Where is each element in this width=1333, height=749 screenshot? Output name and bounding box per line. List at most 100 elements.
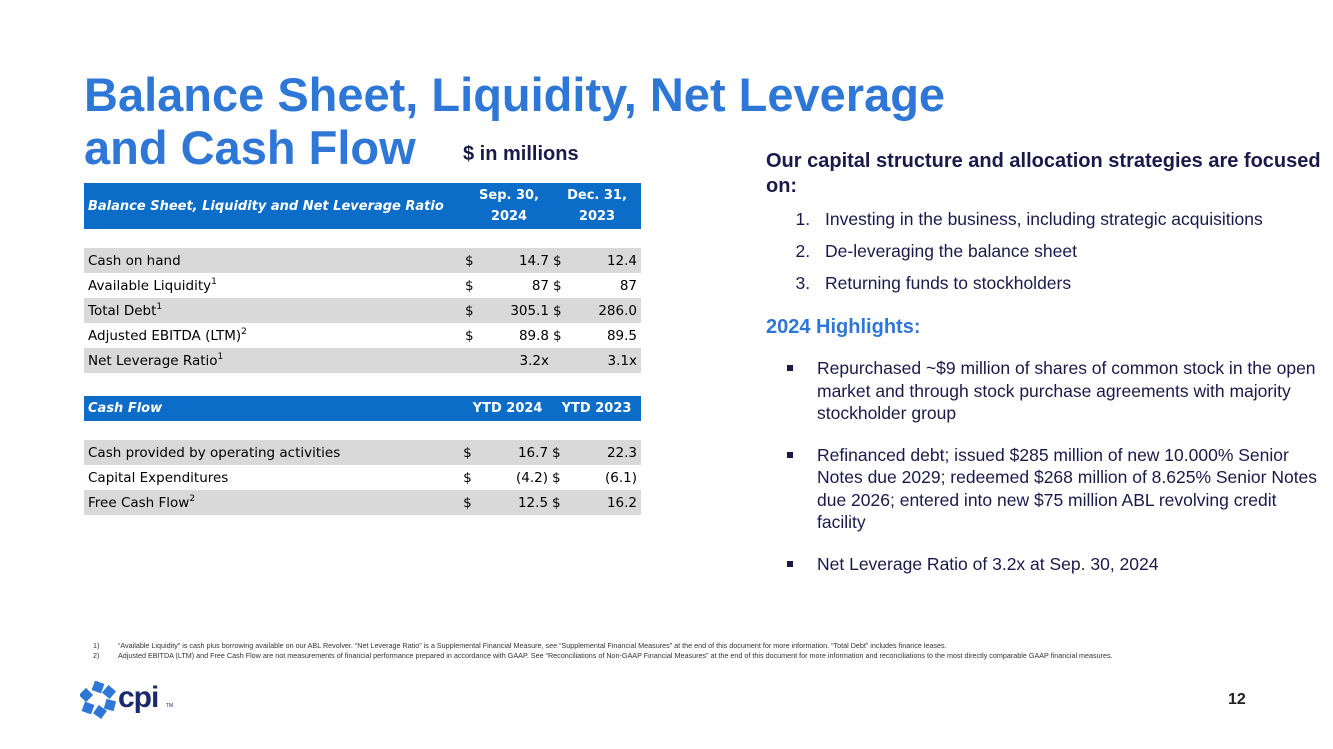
cell-value: 305.1 [481,298,553,323]
row-label-text: Cash provided by operating activities [88,444,341,461]
footnote-number: 2) [93,651,100,660]
strategy-item: Investing in the business, including str… [815,208,1321,230]
table-row: Net Leverage Ratio1 3.2x 3.1x [84,348,641,373]
table-row: Free Cash Flow2 $12.5 $16.2 [84,490,641,515]
row-label-text: Adjusted EBITDA (LTM) [88,327,242,344]
page-number: 12 [1228,691,1246,708]
col-dec-line1: Dec. 31, [567,188,627,203]
balance-sheet-table: Balance Sheet, Liquidity and Net Leverag… [84,183,641,373]
cell-value: 87 [619,277,637,294]
cell-value: 3.1x [553,348,641,373]
balance-table-header: Balance Sheet, Liquidity and Net Leverag… [84,183,641,229]
highlight-item: Refinanced debt; issued $285 million of … [766,444,1321,534]
row-label: Net Leverage Ratio1 [84,348,466,373]
currency-symbol: $ [465,248,482,273]
row-label: Total Debt1 [84,298,466,323]
row-label: Free Cash Flow2 [84,490,464,515]
footnote-2: 2) Adjusted EBITDA (LTM) and Free Cash Fl… [93,651,1113,661]
cell-value: 87 [531,277,549,294]
cpi-logo: cpi TM [78,680,180,721]
strategy-list: Investing in the business, including str… [766,208,1321,294]
footnote-text: “Available Liquidity” is cash plus borro… [118,641,947,650]
currency-symbol: $ [552,490,569,515]
table-row: Total Debt1 $305.1 $286.0 [84,298,641,323]
row-label-text: Total Debt [88,302,157,319]
cpi-logo-mark-icon [78,680,117,719]
cell-value: 16.7 [480,440,553,465]
footnotes: 1) “Available Liquidity” is cash plus bor… [93,641,1113,661]
currency-symbol: $ [465,327,474,344]
row-label-text: Net Leverage Ratio [88,352,218,369]
currency-symbol: $ [465,298,482,323]
row-label: Cash on hand [84,248,466,273]
currency-symbol: $ [463,490,481,515]
strategy-heading: Our capital structure and allocation str… [766,150,1321,197]
cashflow-table-caption: Cash Flow [84,396,464,421]
currency-symbol: $ [463,469,472,486]
currency-symbol: $ [553,298,570,323]
col-sep-line2: 2024 [490,209,528,224]
table-row: Adjusted EBITDA (LTM)2 $89.8 $89.5 [84,323,641,348]
units-subtitle: $ in millions [463,143,579,165]
footnote-ref: 2 [189,493,196,504]
slide-title-line-2: and Cash Flow [84,121,416,174]
currency-symbol: $ [465,277,474,294]
cell-value: 89.8 [518,327,549,344]
table-row: Cash on hand $14.7 $12.4 [84,248,641,273]
highlight-item: Repurchased ~$9 million of shares of com… [766,357,1321,425]
col-sep-line1: Sep. 30, [479,188,539,203]
col-ytd-2024-header: YTD 2024 [463,396,553,421]
footnote-text: Adjusted EBITDA (LTM) and Free Cash Flow… [118,651,1113,660]
footnote-1: 1) “Available Liquidity” is cash plus bor… [93,641,1113,651]
col-ytd-2023-header: YTD 2023 [552,396,641,421]
balance-table-caption: Balance Sheet, Liquidity and Net Leverag… [84,183,466,229]
logo-wordmark: cpi [118,681,159,714]
row-label: Capital Expenditures [84,465,463,490]
row-label-text: Available Liquidity [88,277,212,294]
cashflow-table-body: Cash provided by operating activities $16… [84,421,641,515]
currency-symbol: $ [552,440,569,465]
col-sep-2024-header: Sep. 30, 2024 [465,183,553,229]
cell-value: 12.5 [480,490,553,515]
balance-table-body: Cash on hand $14.7 $12.4 Available Liquidit… [84,229,641,373]
cell-value: 14.7 [481,248,553,273]
cash-flow-table: Cash Flow YTD 2024 YTD 2023 Cash provide… [84,396,641,515]
cell-value: 22.3 [568,440,641,465]
currency-symbol: $ [552,469,561,486]
logo-trademark: TM [166,703,174,709]
cell-value: 16.2 [568,490,641,515]
strategy-item: Returning funds to stockholders [815,272,1321,294]
currency-symbol: $ [553,277,562,294]
cell-value: (6.1) [604,469,637,486]
col-dec-line2: 2023 [578,209,616,224]
right-panel: Our capital structure and allocation str… [766,149,1321,594]
cell-value: 89.5 [606,327,637,344]
highlights-list: Repurchased ~$9 million of shares of com… [766,357,1321,575]
slide-title: Balance Sheet, Liquidity, Net Leverage a… [84,68,945,174]
slide-title-line-1: Balance Sheet, Liquidity, Net Leverage [84,68,946,121]
cell-value: 286.0 [569,298,641,323]
table-row: Available Liquidity1 $87 $87 [84,273,641,298]
col-dec-2023-header: Dec. 31, 2023 [553,183,641,229]
highlight-item: Net Leverage Ratio of 3.2x at Sep. 30, 2… [766,553,1321,576]
currency-symbol: $ [553,327,562,344]
row-label: Adjusted EBITDA (LTM)2 [84,323,465,348]
table-row: Cash provided by operating activities $16… [84,440,641,465]
footnote-ref: 1 [211,276,217,287]
footnote-ref: 2 [241,326,247,337]
row-label-text: Cash on hand [88,252,181,269]
row-label: Cash provided by operating activities [84,440,464,465]
currency-symbol: $ [463,440,481,465]
row-label-text: Capital Expenditures [88,469,229,486]
footnote-number: 1) [93,641,100,650]
highlights-heading: 2024 Highlights: [766,316,921,338]
footnote-ref: 1 [156,301,163,312]
footnote-ref: 1 [217,351,224,362]
cell-value: (4.2) [516,469,549,486]
cell-value: 12.4 [569,248,641,273]
strategy-item: De-leveraging the balance sheet [815,240,1321,262]
row-label-text: Free Cash Flow [88,494,190,511]
currency-symbol: $ [553,248,570,273]
cell-value: 3.2x [465,348,553,373]
table-row: Capital Expenditures $ (4.2) $ (6.1) [84,465,641,490]
